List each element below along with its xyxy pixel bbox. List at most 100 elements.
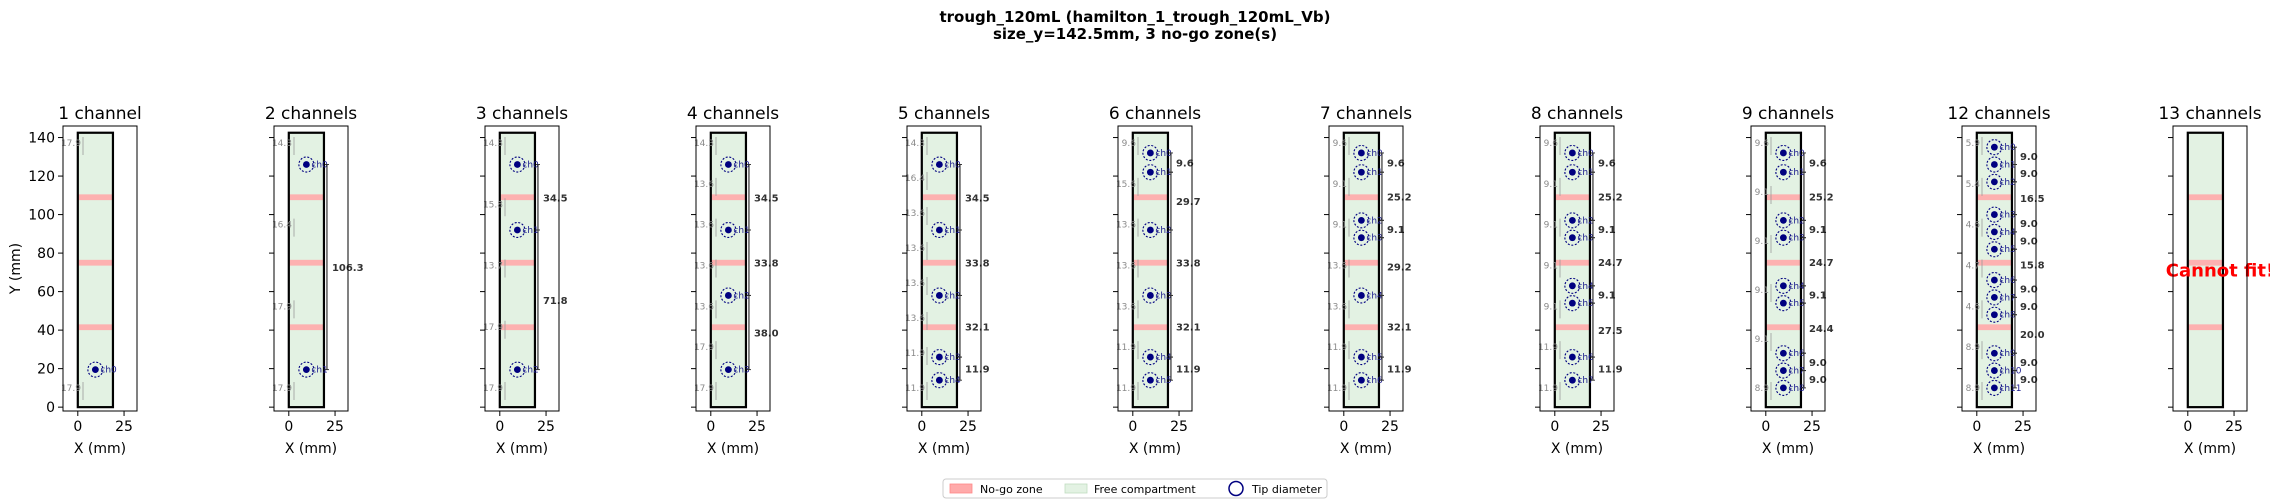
gap-label: 13.6 xyxy=(1327,302,1347,312)
distance-label: 9.0 xyxy=(2020,219,2038,230)
nogo-zone xyxy=(1132,194,1168,201)
tip-point xyxy=(935,376,943,384)
tip-point xyxy=(1779,282,1787,290)
axes-frame xyxy=(1961,125,2037,412)
tip-point xyxy=(91,366,99,373)
gap-label: 9.6 xyxy=(1544,139,1559,149)
gap-label: 9.6 xyxy=(1755,139,1770,149)
nogo-zone xyxy=(2187,259,2223,266)
tip-point xyxy=(1990,293,1998,301)
panel-title: 12 channels xyxy=(1947,104,2050,124)
distance-label: 25.2 xyxy=(1387,192,1412,203)
tip-point xyxy=(1990,311,1998,319)
tip-diameter-circle xyxy=(720,287,737,304)
y-tick-label: 120 xyxy=(28,169,55,185)
gap-label: 11.9 xyxy=(905,349,925,359)
distance-label: 27.5 xyxy=(1598,326,1623,337)
nogo-zone xyxy=(499,324,535,331)
x-tick-label: 25 xyxy=(1803,419,1821,435)
distance-label: 32.1 xyxy=(1176,322,1201,333)
tip-diameter-circle xyxy=(1775,229,1792,246)
gap-label: 9.6 xyxy=(1122,139,1137,149)
tip-diameter-circle xyxy=(509,221,526,239)
distance-label: 9.0 xyxy=(1809,358,1827,369)
tip-point xyxy=(1990,367,1998,374)
trough-outline xyxy=(1131,131,1170,409)
tip-channel-label: ch0 xyxy=(1577,149,1594,159)
distance-label: 29.7 xyxy=(1176,197,1201,208)
distance-label: 33.8 xyxy=(754,259,779,270)
tip-diameter-circle xyxy=(1142,144,1159,162)
free-compartment xyxy=(921,132,957,408)
trough-outline xyxy=(2186,131,2225,409)
gap-label: 9.6 xyxy=(1333,139,1348,149)
nogo-zone xyxy=(1976,259,2012,266)
tip-point xyxy=(1990,143,1998,151)
tip-channel-label: ch8 xyxy=(1788,384,1805,394)
tip-channel-label: ch2 xyxy=(522,366,538,376)
gap-label: 13.6 xyxy=(694,180,714,190)
distance-label: 16.5 xyxy=(2020,194,2045,205)
gap-label: 13.6 xyxy=(905,209,925,219)
tip-channel-label: ch1 xyxy=(311,366,327,376)
gap-label: 9.1 xyxy=(1755,286,1769,296)
nogo-zone xyxy=(499,194,535,201)
nogo-zone xyxy=(1132,324,1168,331)
distance-label: 11.9 xyxy=(1176,365,1201,376)
distance-label: 20.0 xyxy=(2020,330,2045,341)
tip-channel-label: ch2 xyxy=(1577,216,1593,226)
gap-label: 16.4 xyxy=(905,174,925,184)
gap-label: 8.9 xyxy=(1755,384,1770,394)
tip-channel-label: ch5 xyxy=(1999,245,2015,255)
distance-label: 9.0 xyxy=(2020,358,2038,369)
tip-channel-label: ch9 xyxy=(1999,349,2016,359)
distance-label: 33.8 xyxy=(1176,259,1201,270)
tip-channel-label: ch3 xyxy=(1155,291,1171,301)
gap-label: 15.6 xyxy=(1116,180,1136,190)
tip-channel-label: ch0 xyxy=(311,161,328,171)
nogo-zone xyxy=(1765,259,1801,266)
free-compartment xyxy=(288,132,324,408)
x-axis-label: X (mm) xyxy=(1340,441,1392,457)
nogo-zone xyxy=(1343,194,1379,201)
gap-label: 5.4 xyxy=(1966,180,1981,190)
x-tick-label: 0 xyxy=(1550,419,1559,435)
tip-diameter-circle xyxy=(931,221,948,239)
trough-outline xyxy=(1764,131,1803,409)
trough-outline xyxy=(1342,131,1381,409)
axes-frame xyxy=(2172,125,2248,412)
gap-label: 13.6 xyxy=(905,244,925,254)
tip-diameter-circle xyxy=(1564,372,1581,389)
distance-label: 9.0 xyxy=(2020,152,2038,163)
tip-diameter-circle xyxy=(1564,295,1581,312)
axes-frame xyxy=(1117,125,1193,412)
tip-channel-label: ch0 xyxy=(100,366,117,376)
panel-4: 4 channels ch3 ch2 ch1 ch0 38.0 33.8 34.5 17.9 17… xyxy=(687,104,779,457)
gap-label: 8.9 xyxy=(1966,343,1981,353)
tip-point xyxy=(1146,226,1154,234)
tip-channel-label: ch2 xyxy=(733,291,749,301)
trough-outline xyxy=(498,131,537,409)
gap-label: 13.6 xyxy=(1116,262,1136,272)
tip-point xyxy=(513,226,521,234)
tip-diameter-circle xyxy=(1986,289,2003,306)
tip-diameter-circle xyxy=(1986,173,2003,190)
gap-label: 17.9 xyxy=(272,302,292,312)
tip-channel-label: ch3 xyxy=(1577,234,1593,244)
tip-channel-label: ch2 xyxy=(944,291,960,301)
tip-channel-label: ch5 xyxy=(1788,299,1804,309)
tip-diameter-circle xyxy=(1353,372,1370,389)
tip-diameter-circle xyxy=(1775,362,1792,379)
nogo-zone xyxy=(710,194,746,201)
tip-point xyxy=(1146,149,1154,157)
gap-label: 13.6 xyxy=(905,279,925,289)
tip-channel-label: ch7 xyxy=(1788,367,1804,377)
nogo-zone xyxy=(1132,259,1168,266)
nogo-zone xyxy=(1343,259,1379,266)
gap-label: 9.1 xyxy=(1544,180,1558,190)
y-tick-label: 80 xyxy=(37,246,55,262)
tip-point xyxy=(513,366,521,373)
x-axis-label: X (mm) xyxy=(707,441,759,457)
gap-label: 13.6 xyxy=(694,221,714,231)
